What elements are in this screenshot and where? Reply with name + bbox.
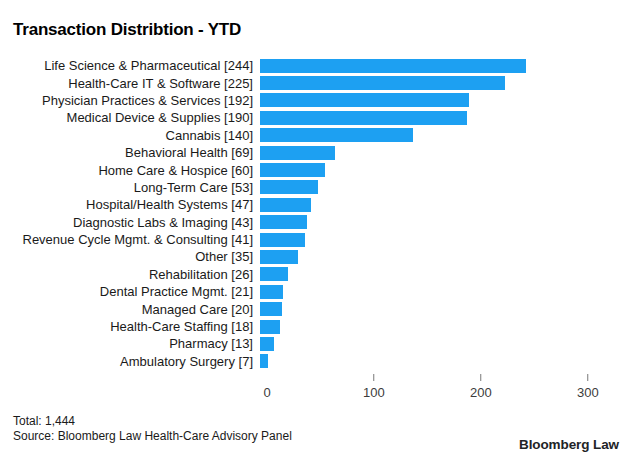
bar: [260, 285, 283, 299]
category-label: Rehabilitation [26]: [13, 267, 260, 282]
bar-track: [260, 146, 620, 160]
bar-track: [260, 233, 620, 247]
bar: [260, 302, 282, 316]
x-axis: 0100200300: [267, 372, 620, 402]
category-label: Dental Practice Mgmt. [21]: [13, 284, 260, 299]
bar: [260, 146, 335, 160]
bar-track: [260, 337, 620, 351]
bar: [260, 59, 526, 73]
chart-row: Long-Term Care [53]: [13, 179, 620, 196]
bar: [260, 354, 268, 368]
axis-tick: [373, 374, 375, 381]
bar: [260, 267, 288, 281]
category-label: Ambulatory Surgery [7]: [13, 354, 260, 369]
category-label: Cannabis [140]: [13, 128, 260, 143]
bar: [260, 233, 305, 247]
chart-row: Pharmacy [13]: [13, 335, 620, 352]
chart-panel: Transaction Distribtion - YTD Life Scien…: [0, 0, 633, 462]
axis-tick: [587, 374, 589, 381]
axis-tick: [480, 374, 482, 381]
category-label: Hospital/Health Systems [47]: [13, 197, 260, 212]
bar-track: [260, 163, 620, 177]
chart-row: Other [35]: [13, 248, 620, 265]
bloomberg-law-logo: Bloomberg Law: [519, 437, 619, 452]
bar-chart: Life Science & Pharmaceutical [244] Healt…: [13, 57, 620, 370]
chart-row: Revenue Cycle Mgmt. & Consulting [41]: [13, 231, 620, 248]
bar: [260, 111, 467, 125]
chart-row: Managed Care [20]: [13, 300, 620, 317]
category-label: Health-Care IT & Software [225]: [13, 76, 260, 91]
category-label: Behavioral Health [69]: [13, 145, 260, 160]
bar: [260, 128, 413, 142]
bar-track: [260, 320, 620, 334]
chart-row: Physician Practices & Services [192]: [13, 92, 620, 109]
bar-track: [260, 128, 620, 142]
bar: [260, 337, 274, 351]
chart-row: Life Science & Pharmaceutical [244]: [13, 57, 620, 74]
category-label: Medical Device & Supplies [190]: [13, 110, 260, 125]
bar-track: [260, 285, 620, 299]
chart-row: Dental Practice Mgmt. [21]: [13, 283, 620, 300]
bar-track: [260, 76, 620, 90]
bar-track: [260, 180, 620, 194]
axis-tick-label: 200: [470, 385, 492, 400]
category-label: Health-Care Staffing [18]: [13, 319, 260, 334]
chart-row: Diagnostic Labs & Imaging [43]: [13, 214, 620, 231]
bar-track: [260, 267, 620, 281]
bar: [260, 198, 311, 212]
category-label: Long-Term Care [53]: [13, 180, 260, 195]
bar-track: [260, 302, 620, 316]
total-label: Total: 1,444: [13, 414, 75, 428]
category-label: Managed Care [20]: [13, 302, 260, 317]
bar-track: [260, 354, 620, 368]
chart-title: Transaction Distribtion - YTD: [13, 20, 241, 40]
category-label: Life Science & Pharmaceutical [244]: [13, 58, 260, 73]
bar-track: [260, 250, 620, 264]
bar-track: [260, 198, 620, 212]
category-label: Physician Practices & Services [192]: [13, 93, 260, 108]
category-label: Pharmacy [13]: [13, 336, 260, 351]
source-label: Source: Bloomberg Law Health-Care Adviso…: [13, 429, 292, 443]
bar: [260, 76, 505, 90]
bar-track: [260, 59, 620, 73]
chart-row: Behavioral Health [69]: [13, 144, 620, 161]
category-label: Revenue Cycle Mgmt. & Consulting [41]: [13, 232, 260, 247]
chart-row: Health-Care IT & Software [225]: [13, 74, 620, 91]
axis-tick-label: 0: [263, 385, 270, 400]
bar: [260, 250, 298, 264]
chart-row: Cannabis [140]: [13, 127, 620, 144]
bar: [260, 93, 469, 107]
bar-track: [260, 111, 620, 125]
category-label: Home Care & Hospice [60]: [13, 163, 260, 178]
bar-track: [260, 215, 620, 229]
category-label: Other [35]: [13, 249, 260, 264]
chart-row: Home Care & Hospice [60]: [13, 161, 620, 178]
bar: [260, 163, 325, 177]
chart-row: Hospital/Health Systems [47]: [13, 196, 620, 213]
chart-row: Ambulatory Surgery [7]: [13, 353, 620, 370]
bar: [260, 320, 280, 334]
category-label: Diagnostic Labs & Imaging [43]: [13, 215, 260, 230]
chart-row: Medical Device & Supplies [190]: [13, 109, 620, 126]
axis-tick-label: 100: [363, 385, 385, 400]
chart-row: Health-Care Staffing [18]: [13, 318, 620, 335]
bar: [260, 215, 307, 229]
chart-row: Rehabilitation [26]: [13, 266, 620, 283]
axis-tick-label: 300: [577, 385, 599, 400]
bar-track: [260, 93, 620, 107]
bar: [260, 180, 318, 194]
